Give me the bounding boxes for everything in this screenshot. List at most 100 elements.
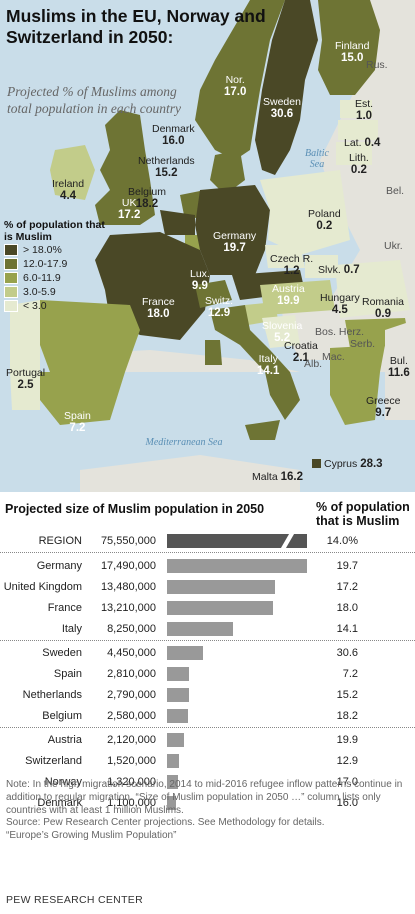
country-hungary	[260, 280, 335, 315]
legend-title: % of population that is Muslim	[4, 219, 105, 243]
country-latvia	[338, 120, 378, 140]
label-switzerland: Switz. 12.9	[205, 295, 234, 319]
bar-amount-label: 1,520,000	[107, 755, 156, 767]
bar-amount-label: 2,120,000	[107, 734, 156, 746]
country-croatia	[262, 315, 300, 348]
country-poland	[260, 170, 350, 255]
country-italy-south	[265, 372, 300, 420]
country-romania	[335, 260, 410, 318]
label-slovakia: Slvk. 0.7	[318, 264, 360, 276]
country-uk	[95, 110, 155, 225]
bar-amount-label: 2,580,000	[107, 710, 156, 722]
bar	[167, 709, 188, 723]
bar-pct-label: 15.2	[336, 689, 358, 701]
bar	[167, 796, 176, 810]
label-cyprus: Cyprus 28.3	[324, 458, 383, 470]
land-turkey	[385, 320, 415, 420]
row-divider	[0, 552, 415, 553]
country-czech	[265, 245, 305, 268]
bar-pct-label: 30.6	[336, 647, 358, 659]
label-netherlands: Netherlands 15.2	[138, 155, 195, 179]
legend-label: < 3.0	[23, 300, 47, 312]
bar-country-label: Norway	[44, 776, 82, 788]
bar-pct-label: 14.1	[336, 623, 358, 635]
bar	[167, 559, 307, 573]
label-greece: Greece 9.7	[366, 395, 401, 419]
bar-country-label: REGION	[38, 535, 82, 547]
cyprus-swatch	[312, 459, 321, 468]
bar-amount-label: 13,480,000	[100, 581, 156, 593]
label-germany: Germany 19.7	[213, 230, 257, 254]
axis-break-icon	[279, 532, 296, 550]
bar	[167, 733, 184, 747]
sea-label-mediterranean: Mediterranean Sea	[145, 437, 223, 448]
legend-swatch	[4, 272, 18, 284]
country-spain-south	[40, 372, 125, 425]
bar-pct-label: 12.9	[336, 755, 358, 767]
legend-swatch	[4, 258, 18, 270]
label-spain: Spain 7.2	[64, 410, 91, 434]
island-sardinia	[205, 340, 222, 365]
bar-row: Italy 8,250,000 14.1	[0, 618, 415, 640]
bar-amount-label: 1,320,000	[107, 776, 156, 788]
map-subtitle: Projected % of Muslims among total popul…	[7, 84, 181, 116]
bar-country-label: Denmark	[37, 797, 82, 809]
label-rus: Rus.	[366, 59, 388, 71]
map-shapes	[10, 0, 415, 492]
land-africa	[80, 455, 300, 492]
bar-country-label: United Kingdom	[3, 581, 82, 593]
bar-amount-label: 2,790,000	[107, 689, 156, 701]
label-luxembourg: Lux. 9.9	[190, 268, 210, 292]
footnotes: Note: In the high migration scenario, 20…	[6, 779, 406, 843]
legend-item: 12.0-17.9	[4, 257, 114, 271]
label-uk: UK 17.2	[118, 197, 141, 221]
bar-row: Sweden 4,450,000 30.6	[0, 642, 415, 664]
country-norway	[195, 0, 285, 160]
country-spain	[40, 300, 140, 372]
legend-label: > 18.0%	[23, 244, 62, 256]
pew-brand: PEW RESEARCH CENTER	[6, 894, 143, 906]
bar-pct-label: 14.0%	[326, 535, 358, 547]
legend-label: 3.0-5.9	[23, 286, 56, 298]
bar-pct-label: 18.2	[336, 710, 358, 722]
label-lithuania: Lith. 0.2	[349, 152, 369, 176]
bar-country-label: Netherlands	[22, 689, 82, 701]
label-sweden: Sweden 30.6	[263, 96, 301, 120]
label-denmark: Denmark 16.0	[152, 123, 195, 147]
bar-amount-label: 4,450,000	[107, 647, 156, 659]
country-belgium	[160, 210, 195, 235]
bar-pct-label: 7.2	[342, 668, 358, 680]
label-estonia: Est. 1.0	[355, 98, 374, 122]
legend-swatch	[4, 300, 18, 312]
bar-pct-label: 17.2	[336, 581, 358, 593]
bar-row: Denmark 1,100,000 16.0	[0, 792, 415, 814]
bar	[167, 580, 275, 594]
label-belgium: Belgium 18.2	[128, 186, 166, 210]
bar	[167, 622, 234, 636]
legend-label: 12.0-17.9	[23, 258, 68, 270]
label-poland: Poland 0.2	[308, 208, 341, 232]
bar-row: Belgium 2,580,000 18.2	[0, 705, 415, 727]
label-ukr: Ukr.	[384, 240, 403, 252]
label-bul: Bul. 11.6	[388, 355, 410, 379]
label-ireland: Ireland 4.4	[52, 178, 85, 202]
bar-country-label: Spain	[53, 668, 82, 680]
bar-country-label: Switzerland	[25, 755, 82, 767]
report-title: “Europe’s Growing Muslim Population”	[6, 830, 177, 842]
map-legend: % of population that is Muslim > 18.0% 12.…	[4, 219, 114, 313]
bar-pct-label: 16.0	[336, 797, 358, 809]
legend-swatch	[4, 286, 18, 298]
bar	[167, 688, 190, 702]
country-italy	[210, 305, 290, 372]
bar-row: United Kingdom 13,480,000 17.2	[0, 576, 415, 598]
label-hungary: Hungary 4.5	[320, 292, 360, 316]
country-estonia	[340, 100, 372, 118]
country-lithuania	[336, 142, 372, 165]
label-italy: Italy 14.1	[257, 353, 280, 377]
bar-row: Netherlands 2,790,000 15.2	[0, 684, 415, 706]
europe-map: Muslims in the EU, Norway and Switzerlan…	[0, 0, 415, 492]
source-text: Source: Pew Research Center projections.…	[6, 817, 325, 829]
legend-item: 3.0-5.9	[4, 285, 114, 299]
bar-amount-label: 17,490,000	[100, 560, 156, 572]
label-romania: Romania 0.9	[362, 296, 405, 320]
